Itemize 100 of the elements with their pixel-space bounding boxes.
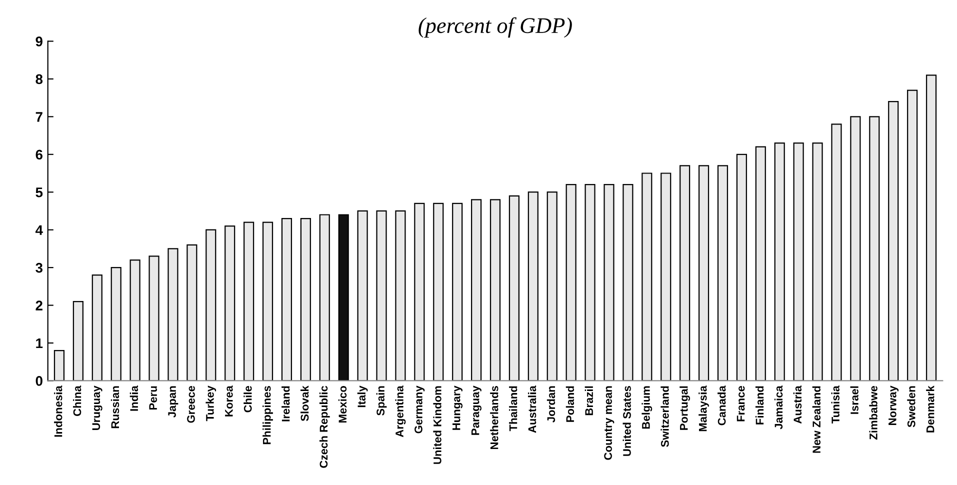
bar: [262, 222, 274, 381]
x-tick-label: Ireland: [282, 386, 290, 422]
bar: [831, 124, 842, 381]
x-tick-label: Country mean: [604, 386, 614, 460]
bar: [926, 74, 937, 381]
bar: [338, 214, 349, 381]
x-tick-label: Uruguay: [92, 386, 102, 430]
x-tick-label: Sweden: [907, 386, 916, 428]
x-tick-label: Switzerland: [660, 386, 669, 448]
x-tick-label: United Kindom: [433, 386, 442, 464]
bar: [395, 210, 406, 381]
chart-title: (percent of GDP): [418, 17, 572, 38]
bar: [869, 116, 880, 381]
bar: [92, 274, 102, 381]
bar: [793, 142, 804, 381]
y-tick-label: 9: [36, 36, 42, 46]
bar: [357, 210, 368, 381]
x-tick-label: Paraguay: [471, 386, 482, 435]
bar: [622, 184, 634, 381]
x-tick-label: Greece: [187, 386, 195, 423]
bar: [72, 300, 84, 381]
y-tick-label: 5: [36, 188, 43, 198]
bar: [54, 350, 65, 381]
x-tick-label: Poland: [566, 386, 574, 422]
bar: [130, 259, 140, 381]
x-tick-label: Zimbabwe: [869, 386, 878, 440]
bar: [812, 142, 823, 381]
bar: [680, 165, 690, 381]
x-tick-label: Chile: [244, 386, 252, 412]
x-tick-label: Jordan: [546, 386, 556, 422]
bar: [604, 184, 614, 381]
bar: [660, 172, 672, 381]
x-tick-label: Portugal: [680, 386, 690, 430]
bar: [584, 184, 596, 381]
bar: [508, 195, 520, 381]
bar: [168, 248, 178, 381]
y-tick-label: 7: [36, 112, 42, 122]
bar: [319, 214, 330, 381]
x-tick-label: Czech Republic: [319, 386, 330, 468]
x-tick-label: Mexico: [338, 386, 347, 423]
x-tick-label: Brazil: [584, 386, 594, 416]
x-tick-label: Tunisia: [831, 386, 840, 424]
x-tick-label: Hungary: [452, 386, 463, 430]
x-tick-label: Netherlands: [490, 386, 498, 450]
bar: [736, 154, 747, 381]
bar: [717, 165, 728, 381]
bar: [300, 218, 311, 381]
x-tick-label: China: [73, 386, 82, 416]
x-tick-label: Jamaica: [774, 386, 783, 430]
y-tick-label: 0: [36, 376, 42, 386]
x-tick-label: India: [130, 386, 138, 411]
bar: [110, 267, 122, 381]
bar: [414, 202, 425, 381]
bar: [850, 116, 861, 381]
x-tick-label: Australia: [528, 386, 536, 433]
y-tick-label: 4: [35, 225, 43, 235]
bar: [206, 229, 216, 381]
x-tick-label: Belgium: [642, 386, 652, 429]
bar: [281, 218, 292, 381]
bar: [642, 172, 652, 381]
x-tick-label: Austria: [793, 386, 802, 424]
bar: [566, 184, 576, 381]
x-tick-label: Indonesia: [54, 386, 62, 437]
bar: [376, 210, 387, 381]
bar: [433, 202, 444, 381]
bar: [490, 199, 501, 381]
bar: [755, 146, 766, 381]
x-tick-label: Canada: [718, 386, 726, 426]
x-tick-label: Denmark: [926, 386, 934, 432]
x-tick-label: Korea: [225, 386, 233, 416]
bar: [546, 192, 558, 381]
x-tick-label: Turkey: [206, 386, 216, 422]
x-tick-label: France: [736, 386, 745, 422]
x-tick-label: Peru: [149, 386, 157, 410]
x-tick-label: Thailand: [509, 386, 518, 432]
bar: [148, 256, 160, 381]
x-tick-label: Russian: [110, 386, 120, 428]
bar: [698, 165, 710, 381]
x-tick-label: Slovak: [300, 386, 309, 422]
y-tick-label: 6: [36, 150, 42, 160]
x-tick-label: Philippines: [262, 386, 273, 444]
x-tick-label: Germany: [414, 386, 425, 434]
bar: [528, 192, 538, 381]
x-tick-label: Japan: [168, 386, 178, 418]
x-tick-label: Italy: [357, 386, 368, 408]
x-tick-label: Norway: [888, 386, 899, 425]
y-tick-label: 1: [36, 338, 43, 348]
bar: [888, 101, 899, 381]
x-tick-label: Finland: [755, 386, 764, 424]
x-tick-label: United States: [622, 386, 631, 456]
bar: [452, 202, 463, 381]
x-tick-label: Israel: [850, 386, 858, 414]
x-tick-label: Spain: [376, 386, 387, 416]
x-tick-label: New Zealand: [812, 386, 821, 453]
bar: [244, 222, 254, 381]
y-tick-label: 3: [36, 262, 42, 273]
y-tick-label: 2: [36, 300, 42, 310]
bar: [186, 244, 198, 381]
bar: [224, 226, 236, 381]
x-tick-label: Malaysia: [698, 386, 709, 432]
